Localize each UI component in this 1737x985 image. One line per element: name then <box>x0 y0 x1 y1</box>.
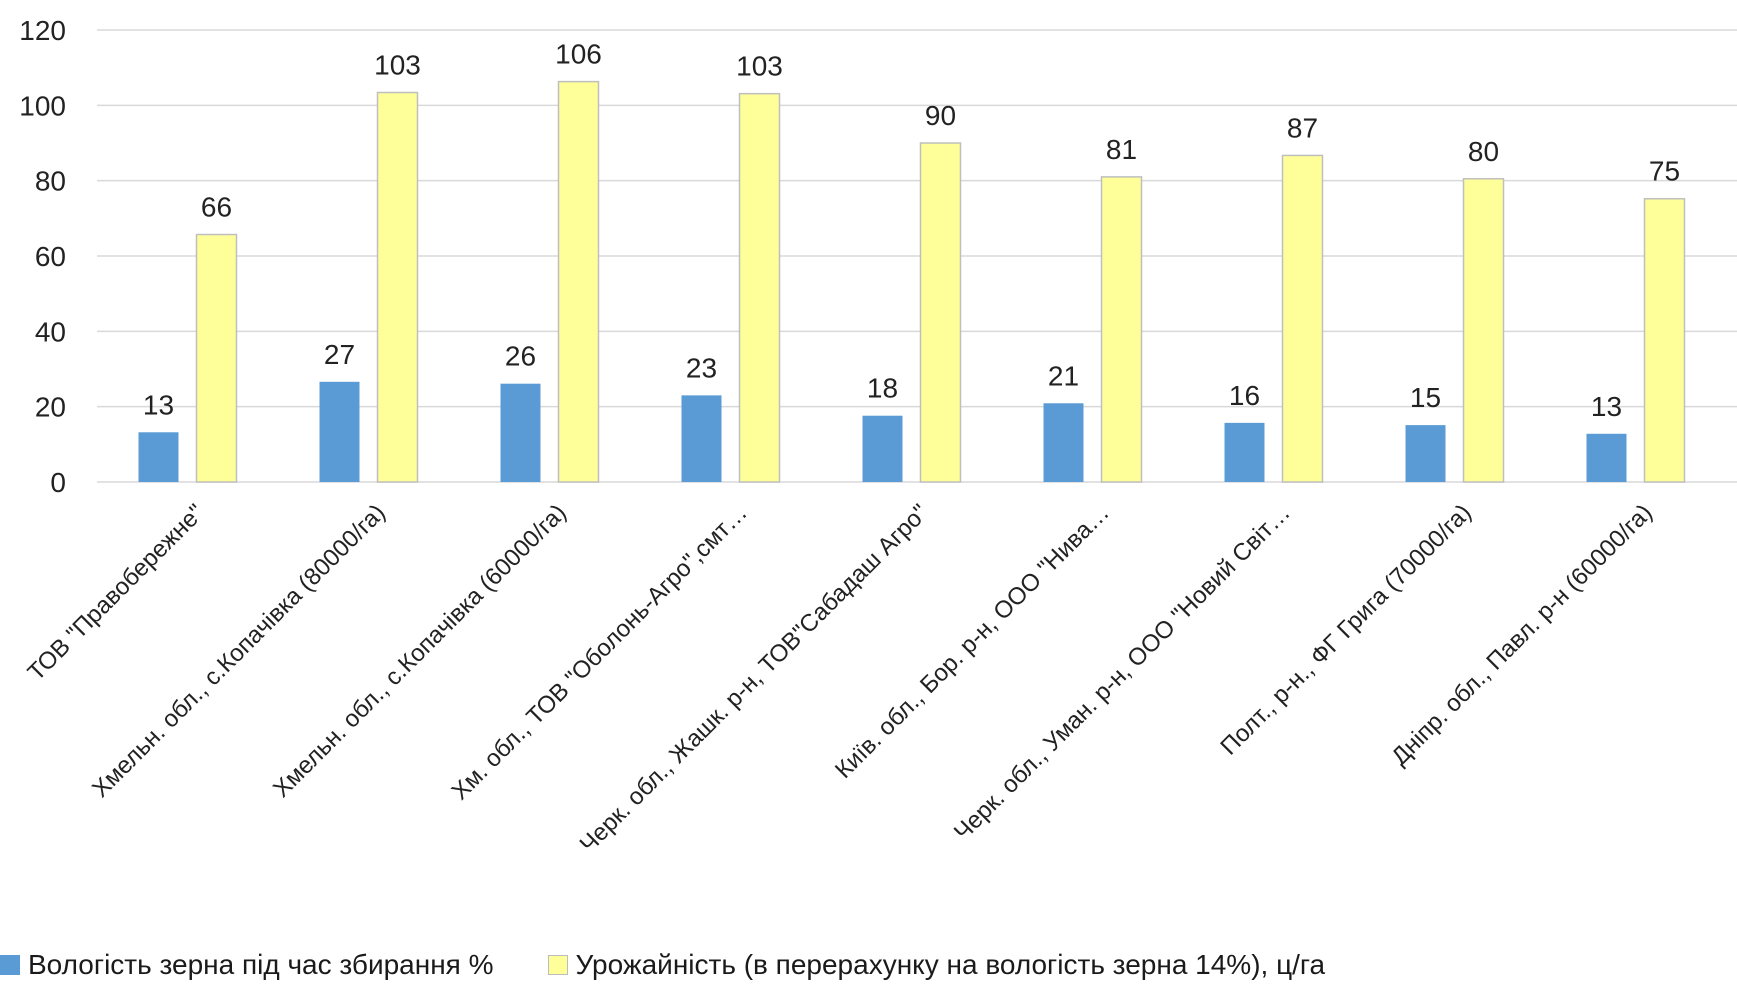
x-tick-label: Хм. обл., ТОВ "Оболонь-Агро",смт… <box>447 499 753 805</box>
x-tick-label: Хмельн. обл., с.Копачівка (80000/га) <box>87 499 391 803</box>
bar-yield <box>919 142 962 483</box>
data-label-yield: 90 <box>925 100 956 131</box>
x-tick-label: Хмельн. обл., с.Копачівка (60000/га) <box>268 499 572 803</box>
bar-yield <box>738 92 781 483</box>
data-label-moisture: 21 <box>1048 360 1079 391</box>
data-label-yield: 87 <box>1287 112 1318 143</box>
legend-swatch-yield <box>547 955 568 975</box>
data-label-yield: 66 <box>201 192 232 223</box>
bar-moisture <box>1224 422 1265 482</box>
x-tick-label: Черк. обл., Жашк. р-н, ТОВ"Сабадаш Агро" <box>575 499 934 858</box>
data-label-yield: 80 <box>1468 136 1499 167</box>
data-label-moisture: 27 <box>324 339 355 370</box>
legend-swatch-moisture <box>0 955 20 975</box>
x-axis: ТОВ "Правобережне"Хмельн. обл., с.Копачі… <box>23 499 1658 858</box>
y-axis: 0 20 40 60 80 100 120 <box>19 15 66 498</box>
legend-label-moisture: Вологість зерна під час збирання % <box>28 949 494 980</box>
legend-item-yield: Урожайність (в перерахунку на вологість … <box>547 949 1326 981</box>
bar-yield <box>1643 197 1686 483</box>
bar-yield <box>1100 176 1143 483</box>
data-label-yield: 103 <box>736 51 783 82</box>
bar-yield <box>376 91 419 483</box>
x-tick-label: Черк. обл., Уман. р-н, ООО "Новий Світ… <box>949 499 1296 846</box>
y-tick-label: 120 <box>19 15 66 46</box>
data-label-moisture: 23 <box>686 352 717 383</box>
y-tick-label: 100 <box>19 90 66 121</box>
bar-moisture <box>319 381 360 482</box>
bar-yield <box>1281 154 1324 483</box>
legend: Вологість зерна під час збирання % Урожа… <box>0 948 1379 982</box>
bar-yield <box>557 80 600 483</box>
bar-moisture <box>862 415 903 482</box>
data-label-moisture: 13 <box>143 389 174 420</box>
data-label-moisture: 13 <box>1591 391 1622 422</box>
legend-label-yield: Урожайність (в перерахунку на вологість … <box>575 949 1326 980</box>
bar-moisture <box>500 383 541 482</box>
data-label-yield: 106 <box>555 39 602 70</box>
gridlines <box>97 29 1737 483</box>
x-tick-label: ТОВ "Правобережне" <box>23 499 210 686</box>
data-label-moisture: 16 <box>1229 380 1260 411</box>
y-tick-label: 80 <box>35 166 66 197</box>
legend-item-moisture: Вологість зерна під час збирання % <box>0 949 494 981</box>
y-tick-label: 40 <box>35 316 66 347</box>
chart: 0 20 40 60 80 100 120 13 66 27 103 26 106 23 103 18 90 2… <box>19 15 1737 858</box>
data-labels: 13 66 27 103 26 106 23 103 18 90 21 81 16 87 15 80 13 75 <box>143 39 1680 422</box>
y-tick-label: 20 <box>35 392 66 423</box>
data-label-yield: 103 <box>374 50 421 81</box>
data-label-yield: 81 <box>1106 134 1137 165</box>
bar-moisture <box>1043 403 1084 482</box>
bar-moisture <box>1405 425 1446 482</box>
data-label-moisture: 26 <box>505 341 536 372</box>
data-label-yield: 75 <box>1649 156 1680 187</box>
bar-yield <box>195 233 238 483</box>
bar-yield <box>1462 178 1505 483</box>
bar-moisture <box>138 432 179 482</box>
data-label-moisture: 15 <box>1410 382 1441 413</box>
bar-moisture <box>681 395 722 482</box>
bars <box>138 80 1686 483</box>
y-tick-label: 60 <box>35 241 66 272</box>
bar-moisture <box>1586 433 1627 482</box>
y-tick-label: 0 <box>50 467 66 498</box>
data-label-moisture: 18 <box>867 373 898 404</box>
